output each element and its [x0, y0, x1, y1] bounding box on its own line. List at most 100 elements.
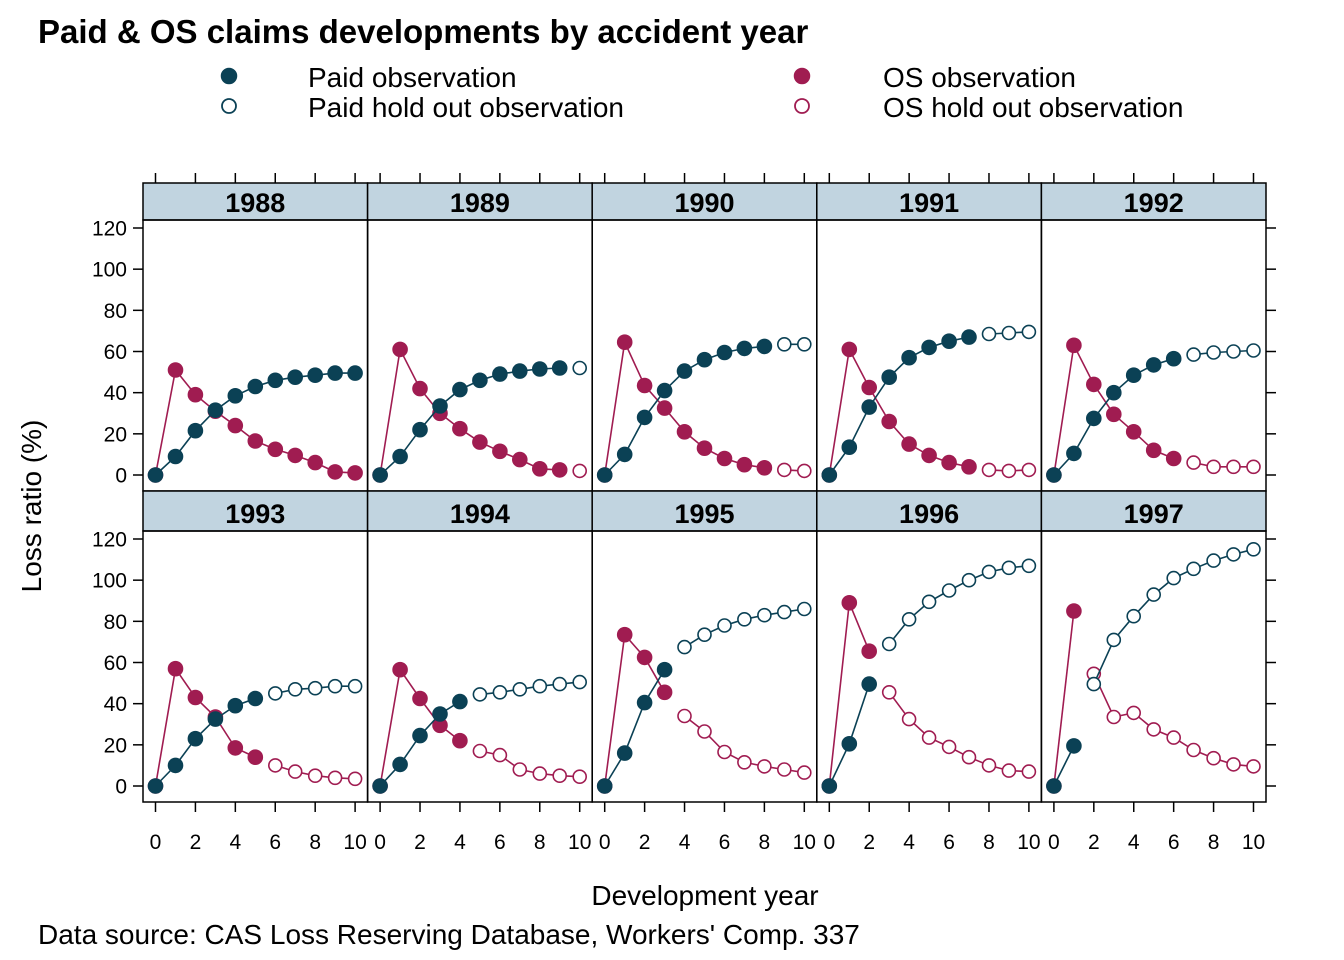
paid-point-1988-2 — [187, 422, 204, 439]
paid-point-1990-5 — [696, 351, 713, 368]
paid-point-1990-3 — [656, 382, 673, 399]
paid-point-1994-8 — [532, 678, 548, 694]
os-point-1989-6 — [492, 443, 508, 460]
x-tick-label-c1-8: 8 — [534, 831, 546, 854]
paid-point-1993-1 — [167, 757, 184, 774]
paid-point-1996-3 — [881, 636, 897, 652]
paid-point-1990-6 — [716, 344, 733, 361]
os-point-1992-2 — [1086, 376, 1102, 393]
strip-label-1990: 1990 — [674, 188, 734, 218]
paid-point-1993-0 — [147, 778, 164, 794]
paid-point-1997-8 — [1206, 553, 1221, 568]
y-tick-label-r0-40: 40 — [104, 382, 127, 405]
os-point-1996-7 — [961, 749, 977, 765]
paid-point-1997-5 — [1146, 587, 1161, 602]
y-tick-label-r1-40: 40 — [104, 693, 127, 716]
strip-label-1991: 1991 — [899, 188, 959, 218]
paid-point-1988-3 — [207, 402, 224, 419]
paid-point-1990-10 — [796, 336, 812, 352]
paid-point-1988-0 — [147, 467, 164, 483]
os-point-1992-1 — [1066, 337, 1082, 354]
paid-point-1993-3 — [207, 711, 224, 727]
paid-point-1995-1 — [616, 745, 633, 761]
os-point-1993-4 — [227, 740, 244, 756]
paid-point-1995-5 — [697, 627, 712, 643]
os-point-1993-5 — [247, 749, 264, 766]
os-point-1994-2 — [412, 690, 428, 707]
x-tick-label-c4-2: 2 — [1088, 831, 1100, 854]
x-tick-label-c3-4: 4 — [903, 831, 915, 854]
panel-1997: 1997 — [1040, 490, 1267, 803]
os-point-1991-3 — [881, 413, 898, 430]
panel-1995: 1995 — [591, 490, 818, 803]
panel-1990: 1990 — [591, 182, 818, 492]
paid-point-1991-0 — [821, 467, 838, 483]
os-point-1990-7 — [736, 456, 753, 473]
paid-point-1992-4 — [1125, 367, 1142, 384]
paid-point-1993-6 — [267, 686, 283, 701]
os-point-1995-9 — [776, 762, 792, 777]
paid-point-1994-5 — [472, 687, 488, 702]
os-point-1990-1 — [616, 334, 633, 351]
os-point-1993-9 — [327, 770, 343, 786]
os-point-1994-9 — [552, 768, 568, 784]
os-point-1991-10 — [1021, 462, 1037, 478]
paid-point-1992-10 — [1246, 343, 1261, 358]
os-point-1990-6 — [716, 450, 733, 467]
os-point-1992-4 — [1125, 423, 1142, 440]
os-point-1997-9 — [1226, 757, 1241, 772]
os-point-1990-2 — [636, 377, 653, 394]
paid-point-1994-7 — [512, 681, 528, 697]
paid-point-1995-8 — [757, 607, 772, 623]
paid-point-1995-7 — [737, 611, 752, 627]
strip-1991 — [816, 182, 1043, 221]
strip-1993 — [142, 490, 369, 532]
paid-point-1994-0 — [372, 778, 388, 794]
panels: 1988 1989 1990 1991 1992 1993 1994 1995 1996 1997 — [142, 182, 1267, 803]
os-point-1988-9 — [327, 464, 343, 480]
paid-point-1995-6 — [717, 618, 732, 633]
os-point-1991-5 — [921, 447, 937, 464]
x-axis-label: Development year — [591, 880, 818, 911]
x-tick-label-c4-10: 10 — [1242, 831, 1265, 854]
paid-point-1997-4 — [1126, 608, 1141, 624]
paid-point-1996-4 — [901, 611, 917, 627]
os-point-1995-2 — [636, 649, 653, 666]
paid-point-1994-6 — [492, 684, 508, 700]
os-point-1996-10 — [1021, 764, 1037, 779]
os-point-1989-1 — [392, 341, 408, 358]
paid-point-1994-2 — [412, 727, 428, 744]
paid-point-1990-9 — [776, 336, 792, 352]
paid-point-1995-9 — [776, 604, 792, 620]
os-point-1990-9 — [776, 462, 792, 478]
paid-point-1993-8 — [307, 680, 323, 696]
os-point-1989-8 — [531, 460, 548, 477]
os-point-1993-7 — [287, 764, 303, 779]
paid-point-1996-2 — [861, 676, 878, 692]
os-point-1993-10 — [347, 771, 363, 787]
paid-point-1995-2 — [636, 694, 653, 711]
paid-line-observed-1989 — [379, 367, 560, 476]
os-point-1994-1 — [392, 661, 408, 678]
y-tick-label-r0-0: 0 — [115, 465, 127, 488]
os-point-1991-7 — [961, 458, 977, 475]
paid-point-1997-9 — [1226, 547, 1241, 562]
x-tick-label-c3-6: 6 — [943, 831, 955, 854]
y-tick-label-r1-0: 0 — [115, 776, 127, 799]
paid-line-holdout-1996 — [888, 565, 1029, 645]
os-point-1994-10 — [572, 769, 588, 785]
os-point-1988-2 — [187, 386, 204, 403]
paid-point-1990-2 — [636, 409, 653, 426]
y-tick-label-r0-60: 60 — [104, 341, 127, 364]
strip-label-1995: 1995 — [674, 499, 734, 529]
strip-label-1996: 1996 — [899, 499, 959, 529]
strip-label-1989: 1989 — [450, 188, 510, 218]
paid-point-1992-2 — [1086, 410, 1102, 427]
os-line-observed-1997 — [1053, 610, 1075, 787]
os-point-1997-7 — [1186, 742, 1201, 758]
x-tick-label-c2-4: 4 — [679, 831, 691, 854]
os-point-1996-8 — [981, 758, 997, 773]
x-tick-label-c3-8: 8 — [983, 831, 995, 854]
paid-point-1992-1 — [1066, 445, 1082, 462]
legend: Paid observation OS observation Paid hol… — [220, 62, 1183, 123]
